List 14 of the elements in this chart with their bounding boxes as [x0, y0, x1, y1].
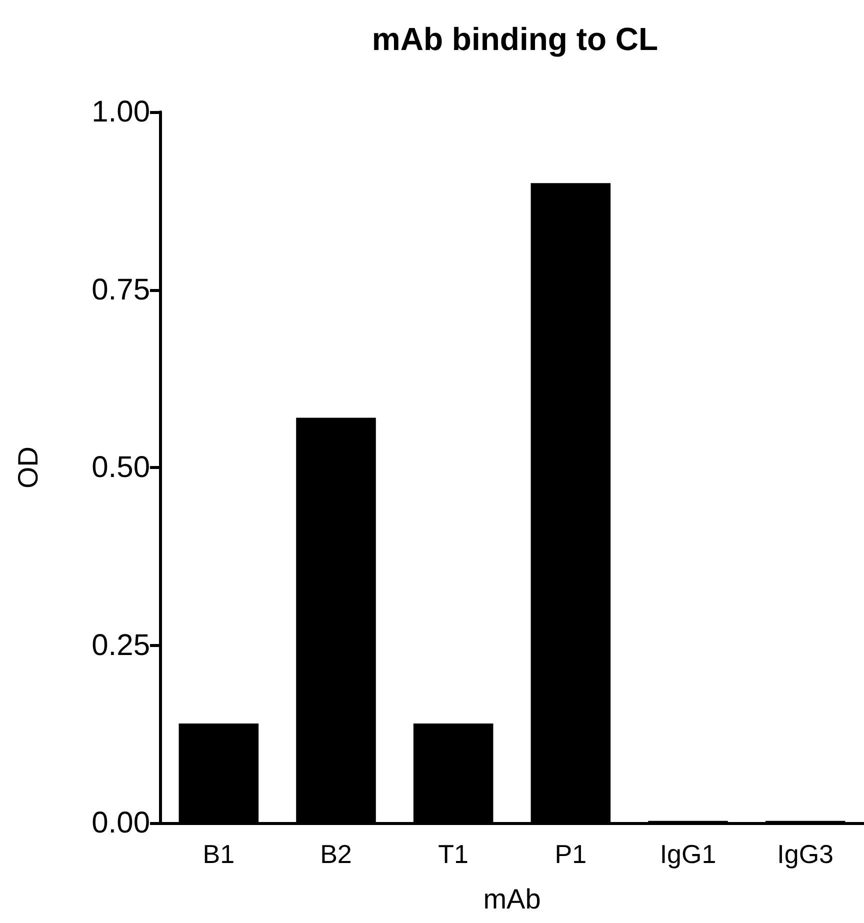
chart-title: mAb binding to CL [372, 21, 658, 57]
x-tick-label: B1 [202, 839, 235, 869]
y-axis-title: OD [12, 446, 44, 488]
x-tick-label: B2 [320, 839, 352, 869]
x-tick-label: P1 [554, 839, 587, 869]
y-tick-label: 0.00 [92, 806, 150, 840]
y-tick-label: 0.50 [92, 451, 150, 484]
x-tick-label: IgG3 [777, 839, 834, 869]
x-axis-title: mAb [483, 884, 541, 914]
x-tick-label: T1 [438, 839, 469, 869]
y-tick-label: 0.75 [92, 273, 150, 306]
y-tick-label: 0.25 [92, 628, 150, 662]
x-tick-label: IgG1 [660, 839, 716, 869]
y-tick-label: 1.00 [92, 96, 150, 128]
